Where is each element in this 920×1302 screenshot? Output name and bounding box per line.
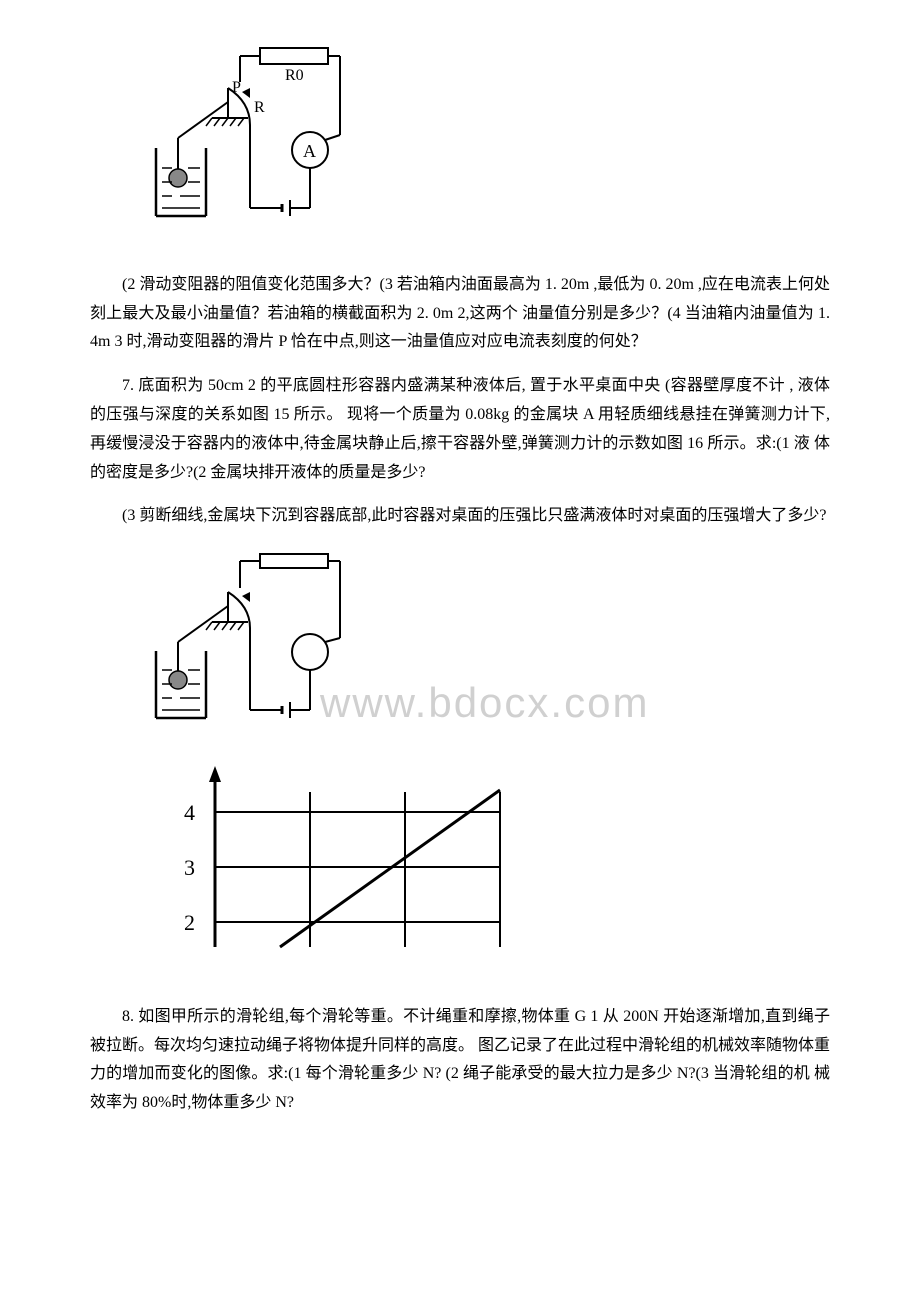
paragraph-4: 8. 如图甲所示的滑轮组,每个滑轮等重。不计绳重和摩擦,物体重 G 1 从 20… (90, 1003, 830, 1118)
chart-ylabel-4: 4 (184, 800, 195, 825)
chart-ylabel-3: 3 (184, 855, 195, 880)
label-a: A (303, 141, 316, 161)
circuit-diagram-2 (150, 546, 830, 742)
paragraph-3: (3 剪断细线,金属块下沉到容器底部,此时容器对桌面的压强比只盛满液体时对桌面的… (90, 502, 830, 531)
line-chart: 4 3 2 (170, 762, 830, 973)
paragraph-1: (2 滑动变阻器的阻值变化范围多大？(3 若油箱内油面最高为 1. 20m ,最… (90, 271, 830, 357)
chart-ylabel-2: 2 (184, 910, 195, 935)
paragraph-2: 7. 底面积为 50cm 2 的平底圆柱形容器内盛满某种液体后, 置于水平桌面中… (90, 372, 830, 487)
label-r0: R0 (285, 67, 304, 84)
label-r: R (254, 99, 265, 116)
circuit-diagram-1: R0 P R (150, 40, 830, 241)
